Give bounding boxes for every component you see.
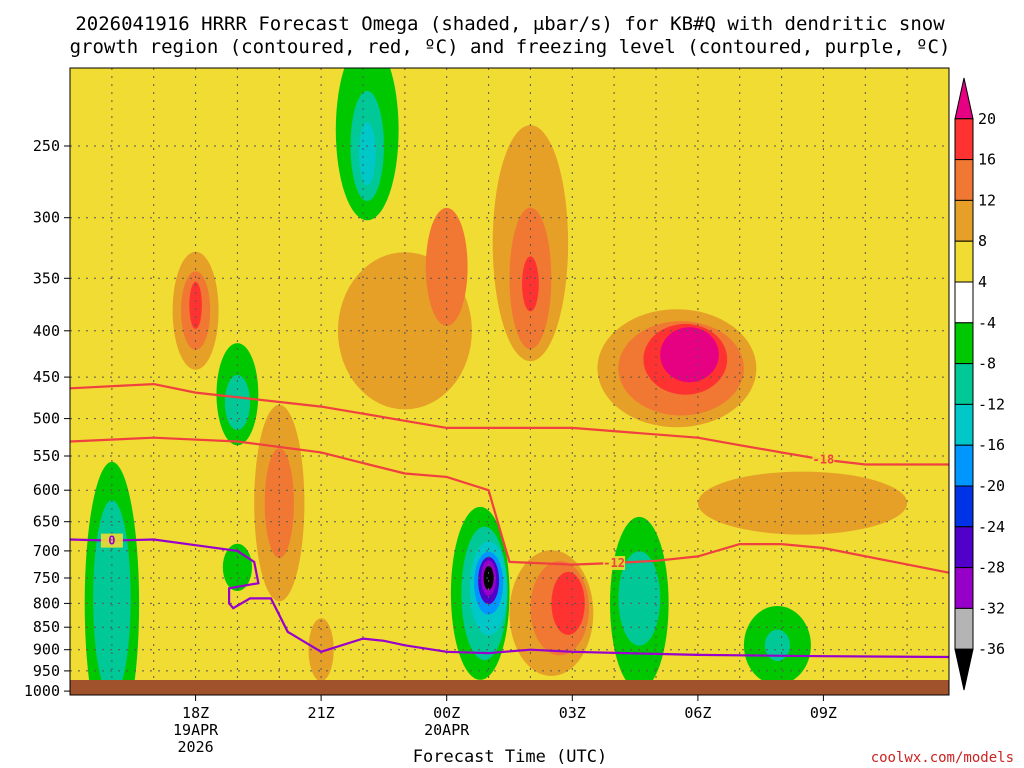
y-tick-label-750: 750 [33,569,60,587]
y-tick-label-450: 450 [33,368,60,386]
colorbar-segment-2 [954,159,974,201]
contour-label-bg--12 [603,556,626,570]
x-axis-label: Forecast Time (UTC) [413,747,607,767]
colorbar-label--36: -36 [978,640,1005,658]
colorbar-label--4: -4 [978,314,996,332]
omega-region-20-37 [660,327,719,383]
dotted-gridlines [70,68,949,695]
y-tick-label-700: 700 [33,542,60,560]
colorbar-label-16: 16 [978,151,996,169]
x-tick-label-00Z-1: 00Z [433,704,460,722]
plot-frame [69,67,950,696]
colorbar-label--28: -28 [978,559,1005,577]
colorbar-segment-6 [954,322,974,365]
colorbar-label-12: 12 [978,191,996,209]
colorbar-label-4: 4 [978,273,987,291]
colorbar-segment-13 [954,607,974,650]
colorbar-segment-4 [954,240,974,283]
omega-region--16-30 [358,122,376,186]
colorbar-label-8: 8 [978,232,987,250]
contour-label-0: 0 [108,534,115,548]
y-tick-label-400: 400 [33,322,60,340]
colorbar-label--16: -16 [978,436,1005,454]
colorbar-segment-1 [954,118,974,161]
x-tick-label-18Z-1: 18Z [182,704,209,722]
omega-region--36-40 [483,566,494,590]
colorbar-segment-8 [954,403,974,446]
chart-title-line2: growth region (contoured, red, ºC) and f… [70,36,951,58]
omega-region-12-26 [425,207,468,326]
colorbar-label--8: -8 [978,355,996,373]
colorbar-segment-3 [954,199,974,242]
contour-line--12 [70,436,949,574]
y-tick-label-950: 950 [33,662,60,680]
x-tick-label-00Z-2: 20APR [424,721,470,739]
colorbar-segment-14 [954,648,974,691]
temperature-contours: -18 -12 0 [70,382,949,659]
colorbar-label-20: 20 [978,110,996,128]
colorbar-segment-9 [954,444,974,487]
plot-area: -18 -12 0 [70,68,949,695]
omega-region--12-23 [764,629,791,661]
colorbar-label--12: -12 [978,395,1005,413]
contour-label--12: -12 [603,556,625,570]
omega-region-4-2 [279,431,740,550]
omega-region-16-35 [551,571,585,635]
omega-region-16-32 [189,281,202,329]
y-tick-label-600: 600 [33,481,60,499]
contour-label-bg-0 [100,533,123,548]
x-tick-label-06Z-1: 06Z [684,704,711,722]
credit-text: coolwx.com/models [871,750,1014,766]
y-tick-label-1000: 1000 [24,682,60,700]
colorbar-label--24: -24 [978,518,1005,536]
x-tick-label-21Z-1: 21Z [308,704,335,722]
contour-label-bg--18 [812,452,835,467]
omega-region-8-17 [697,471,908,535]
x-tick-label-18Z-2: 19APR [173,721,219,739]
colorbar-segment-0 [954,77,974,120]
y-tick-label-650: 650 [33,513,60,531]
omega-region-4-0 [120,191,188,388]
omega-colorbar: 20 16 12 8 4 -4 -8 -12 -16 -20 -24 -28 -32 -36 [954,77,1005,691]
colorbar-label--20: -20 [978,477,1005,495]
colorbar-segment-7 [954,363,974,405]
omega-shading [84,68,908,695]
omega-region--12-22 [618,551,661,646]
terrain-ground [70,680,949,695]
colorbar-segment-11 [954,526,974,569]
y-tick-label-350: 350 [33,269,60,287]
chart-title-line1: 2026041916 HRRR Forecast Omega (shaded, … [75,13,945,35]
colorbar-segment-5 [954,281,974,324]
contour-label--18: -18 [813,453,835,467]
omega-region--12-18 [93,500,131,695]
x-tick-label-03Z-1: 03Z [559,704,586,722]
colorbar-segment-10 [954,485,974,528]
x-tick-label-09Z-1: 09Z [810,704,837,722]
y-tick-label-500: 500 [33,410,60,428]
colorbar-segment-12 [954,567,974,609]
pressure-axis: 250 300 350 400 450 500 550 600 650 700 750 800 850 9… [24,137,70,700]
y-tick-label-850: 850 [33,618,60,636]
y-tick-label-900: 900 [33,641,60,659]
omega-region-8-15 [308,618,334,682]
omega-region-16-33 [522,256,539,312]
y-tick-label-300: 300 [33,209,60,227]
contour-line-0 [70,538,949,659]
colorbar-label--32: -32 [978,599,1005,617]
omega-region--12-19 [224,375,250,430]
omega-region-12-28 [264,448,294,559]
y-tick-label-250: 250 [33,137,60,155]
x-tick-label-18Z-3: 2026 [178,738,214,756]
y-tick-label-550: 550 [33,447,60,465]
y-tick-label-800: 800 [33,594,60,612]
